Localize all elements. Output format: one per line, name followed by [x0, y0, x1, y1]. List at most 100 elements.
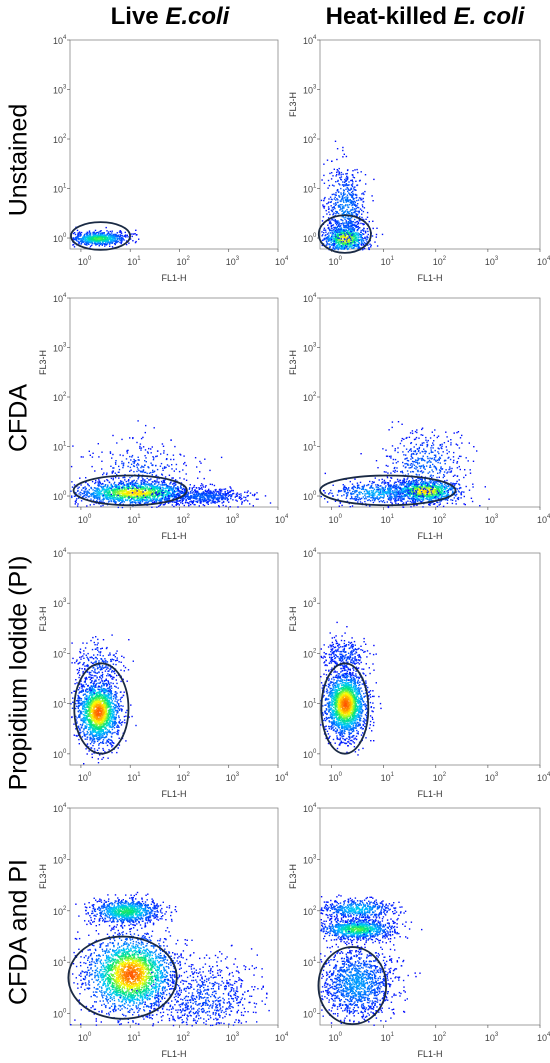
- event-point-2023: [144, 496, 147, 499]
- event-point-1801: [190, 503, 192, 506]
- event-point-142: [355, 239, 357, 241]
- event-point-1757: [176, 503, 178, 505]
- event-point-2095: [101, 460, 103, 462]
- event-point-367: [100, 230, 102, 232]
- event-point-1344: [114, 502, 116, 504]
- event-point-1583: [222, 504, 224, 507]
- event-point-1067: [347, 234, 350, 236]
- event-point-1637: [234, 496, 236, 498]
- event-point-1259: [131, 484, 133, 487]
- event-point-1285: [353, 189, 355, 191]
- event-point-1685: [210, 490, 212, 492]
- events-layer: [70, 420, 272, 509]
- event-point-890: [115, 501, 117, 503]
- event-point-344: [347, 245, 349, 247]
- event-point-1393: [176, 490, 178, 492]
- event-point-1033: [128, 497, 130, 499]
- event-point-457: [424, 479, 426, 481]
- event-point-634: [94, 229, 97, 232]
- event-point-289: [345, 220, 347, 222]
- event-point-215: [101, 240, 104, 242]
- event-point-1422: [114, 490, 116, 492]
- event-point-846: [77, 503, 79, 505]
- event-point-102: [458, 484, 461, 486]
- event-point-1937: [199, 495, 202, 498]
- event-point-561: [79, 232, 81, 234]
- events-layer: [320, 140, 384, 251]
- event-point-2209: [132, 465, 135, 467]
- event-point-415: [421, 483, 423, 485]
- event-point-1181: [74, 495, 77, 497]
- event-point-120: [353, 242, 356, 244]
- event-point-2206: [153, 427, 155, 429]
- event-point-1186: [335, 210, 337, 213]
- event-point-915: [348, 229, 350, 231]
- event-point-730: [328, 244, 331, 246]
- event-point-1294: [351, 214, 354, 216]
- event-point-1342: [119, 489, 121, 491]
- event-point-692: [336, 242, 338, 244]
- event-point-1260: [88, 489, 90, 491]
- event-point-462: [135, 234, 138, 236]
- event-point-2236: [158, 493, 160, 495]
- event-point-2267: [132, 437, 134, 440]
- event-point-884: [349, 189, 351, 191]
- event-point-1724: [196, 491, 198, 494]
- event-point-1031: [114, 498, 116, 501]
- event-point-1606: [196, 501, 199, 503]
- event-point-1355: [113, 492, 116, 494]
- event-point-874: [162, 489, 165, 491]
- event-point-1023: [349, 203, 351, 206]
- event-point-576: [345, 239, 347, 241]
- event-point-2277: [141, 476, 143, 478]
- event-point-524: [77, 232, 79, 234]
- event-point-927: [141, 501, 144, 503]
- event-point-363: [342, 246, 344, 248]
- event-point-827: [365, 218, 367, 220]
- event-point-895: [351, 228, 354, 230]
- event-point-710: [176, 500, 178, 502]
- event-point-5: [101, 493, 103, 495]
- event-point-843: [344, 178, 346, 181]
- event-point-1078: [149, 489, 151, 491]
- event-point-2254: [136, 441, 138, 444]
- event-point-2239: [200, 483, 203, 485]
- event-point-501: [343, 237, 345, 239]
- event-point-1226: [126, 492, 129, 494]
- event-point-2040: [137, 420, 139, 422]
- event-point-892: [92, 496, 95, 498]
- event-point-633: [148, 492, 150, 494]
- event-point-1769: [200, 496, 203, 498]
- event-point-357: [116, 241, 118, 244]
- event-point-637: [346, 248, 348, 250]
- event-point-278: [91, 238, 93, 241]
- gate-ellipse[interactable]: [317, 214, 372, 254]
- event-point-2116: [146, 481, 149, 483]
- event-point-513: [431, 499, 433, 502]
- event-point-211: [352, 241, 354, 243]
- row-label-cfda-and-pi-text: CFDA and PI: [4, 858, 33, 1005]
- event-point-516: [191, 489, 193, 492]
- event-point-1010: [323, 198, 326, 200]
- event-point-994: [334, 243, 336, 246]
- event-point-2193: [148, 467, 150, 469]
- event-point-1406: [149, 494, 151, 496]
- event-point-1569: [194, 489, 196, 491]
- event-point-1914: [213, 493, 215, 495]
- event-point-281: [412, 482, 414, 484]
- event-point-507: [162, 496, 164, 498]
- event-point-716: [143, 481, 146, 484]
- gate-ellipse[interactable]: [70, 221, 131, 251]
- event-point-2136: [151, 493, 153, 496]
- gate-ellipse[interactable]: [72, 474, 188, 507]
- event-point-1235: [114, 492, 117, 494]
- event-point-396: [402, 479, 404, 482]
- event-point-1351: [82, 487, 84, 489]
- event-point-2242: [220, 456, 223, 459]
- event-point-390: [353, 238, 356, 240]
- event-point-543: [96, 238, 99, 240]
- event-point-1923: [178, 504, 180, 506]
- event-point-1472: [134, 492, 136, 494]
- event-point-1283: [114, 485, 116, 487]
- event-point-1431: [86, 505, 88, 507]
